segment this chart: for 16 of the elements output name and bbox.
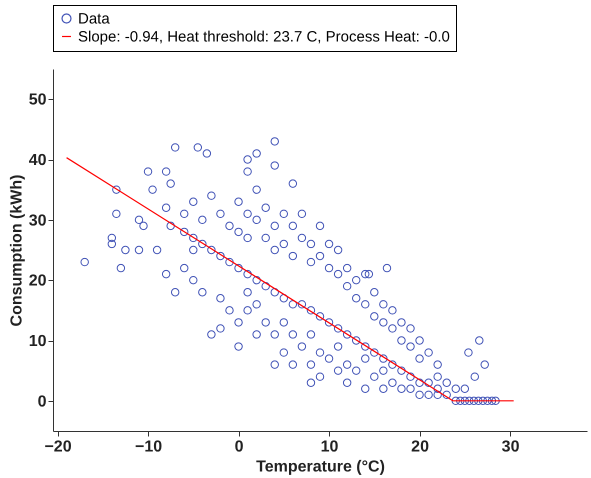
x-tick-label: −20 [44,438,72,456]
y-tick-label: 10 [28,333,47,350]
legend-label: Slope: -0.94, Heat threshold: 23.7 C, Process Heat: -0.0 [78,28,450,46]
y-axis-title: Consumption (kWh) [8,174,26,326]
y-tick-label: 0 [38,393,47,410]
y-tick-label: 50 [28,92,47,109]
y-tick-label: 30 [28,212,47,230]
x-axis-title: Temperature (°C) [256,458,385,476]
x-tick-label: −10 [134,438,162,456]
legend-label: Data [78,10,110,28]
x-tick-label: 10 [320,438,339,456]
y-tick-label: 20 [28,272,47,290]
x-tick-label: 20 [411,438,430,456]
y-tick-label: 40 [28,152,47,169]
x-tick-label: 0 [234,438,244,456]
x-tick-label: 30 [502,438,520,456]
